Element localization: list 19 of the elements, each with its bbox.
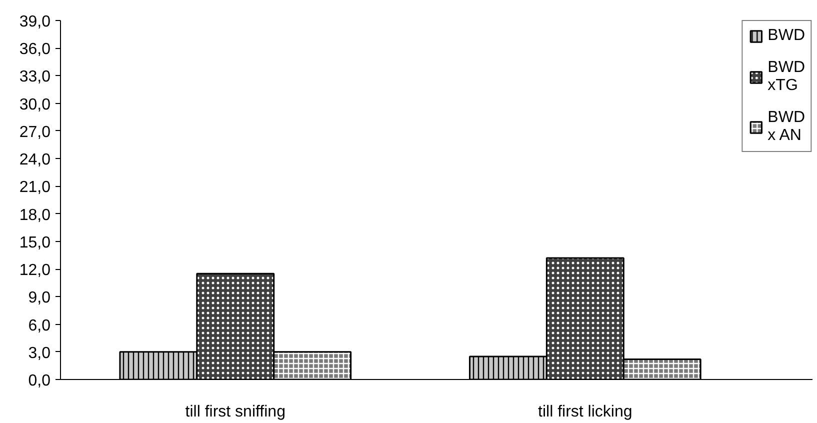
y-tick-label: 33,0 xyxy=(19,68,51,86)
y-tick-label: 0,0 xyxy=(28,372,51,390)
x-tick-label: till first sniffing xyxy=(185,404,286,420)
legend-label: BWD xTG xyxy=(768,59,805,95)
legend-label: BWD x AN xyxy=(768,109,805,145)
x-tick-label: till first licking xyxy=(538,404,632,420)
y-tick-label: 30,0 xyxy=(19,96,51,114)
y-tick-label: 27,0 xyxy=(19,124,51,141)
y-tick-label: 39,0 xyxy=(19,14,51,30)
y-tick-label: 21,0 xyxy=(19,179,51,196)
y-tick-label: 24,0 xyxy=(19,152,51,169)
y-tick-label: 18,0 xyxy=(19,206,51,224)
y-tick-label: 15,0 xyxy=(19,234,51,252)
y-tick-label: 6,0 xyxy=(28,317,51,334)
y-tick-label: 3,0 xyxy=(28,344,51,362)
y-tick-label: 12,0 xyxy=(19,262,51,280)
y-tick-label: 36,0 xyxy=(19,41,51,58)
y-tick-label: 9,0 xyxy=(28,290,51,307)
legend-label: BWD xyxy=(768,27,805,45)
